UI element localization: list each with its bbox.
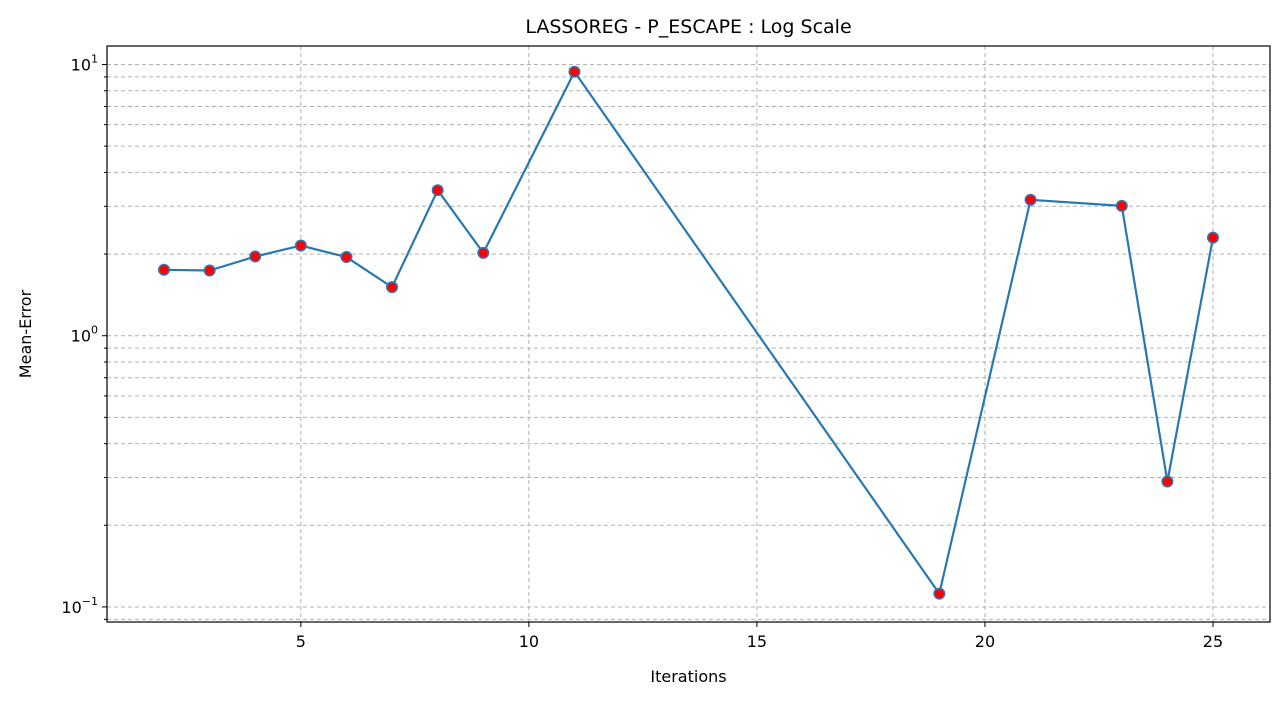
data-point — [1115, 199, 1128, 212]
x-tick-label: 10 — [519, 632, 539, 651]
x-tick-label: 25 — [1203, 632, 1223, 651]
data-point — [568, 65, 581, 78]
x-tick-label: 20 — [975, 632, 995, 651]
chart-title: LASSOREG - P_ESCAPE : Log Scale — [525, 16, 851, 38]
data-point — [340, 251, 353, 264]
data-point — [203, 264, 216, 277]
y-tick-label: 10−1 — [61, 595, 98, 617]
plot-area-frame — [106, 45, 1271, 623]
data-point — [1161, 475, 1174, 488]
grid — [107, 46, 1270, 622]
data-series — [158, 65, 1219, 600]
data-point — [249, 250, 262, 263]
data-point — [294, 239, 307, 252]
x-tick-label: 5 — [296, 632, 306, 651]
y-tick-label: 101 — [71, 52, 98, 74]
axis-ticks: 5 10 15 20 25 10−1 100 101 — [61, 52, 1223, 651]
y-tick-label: 100 — [71, 324, 98, 346]
data-point — [386, 281, 399, 294]
y-axis-title: Mean-Error — [16, 289, 35, 378]
data-point — [1024, 193, 1037, 206]
series-line — [163, 70, 1215, 595]
x-tick-label: 15 — [747, 632, 767, 651]
data-point — [431, 184, 444, 197]
data-point — [477, 246, 490, 259]
data-point — [1206, 231, 1219, 244]
x-axis-title: Iterations — [650, 667, 726, 686]
data-point — [158, 263, 171, 276]
data-point — [933, 587, 946, 600]
